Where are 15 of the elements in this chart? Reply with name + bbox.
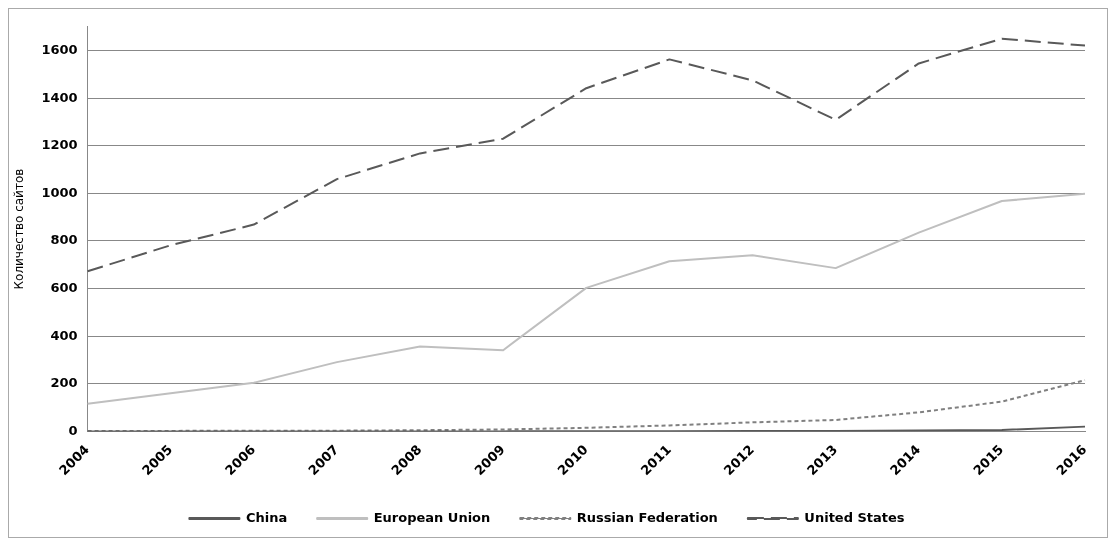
y-tick-label: 800	[50, 232, 78, 248]
y-tick-label: 600	[50, 279, 78, 295]
y-tick-label: 400	[50, 327, 78, 343]
y-tick-label: 1000	[41, 184, 78, 200]
y-tick-label: 0	[68, 422, 78, 438]
y-tick-label: 200	[50, 375, 78, 391]
line-series	[86, 37, 1086, 273]
legend-label: Russian Federation	[576, 509, 718, 525]
y-axis-title: Количество сайтов	[12, 168, 27, 290]
y-tick-label: 1400	[41, 89, 78, 105]
legend-label: European Union	[373, 509, 491, 525]
y-tick-label: 1200	[41, 137, 78, 153]
legend-label: China	[245, 509, 288, 525]
y-tick-label: 1600	[41, 41, 78, 57]
legend-label: United States	[804, 509, 905, 525]
